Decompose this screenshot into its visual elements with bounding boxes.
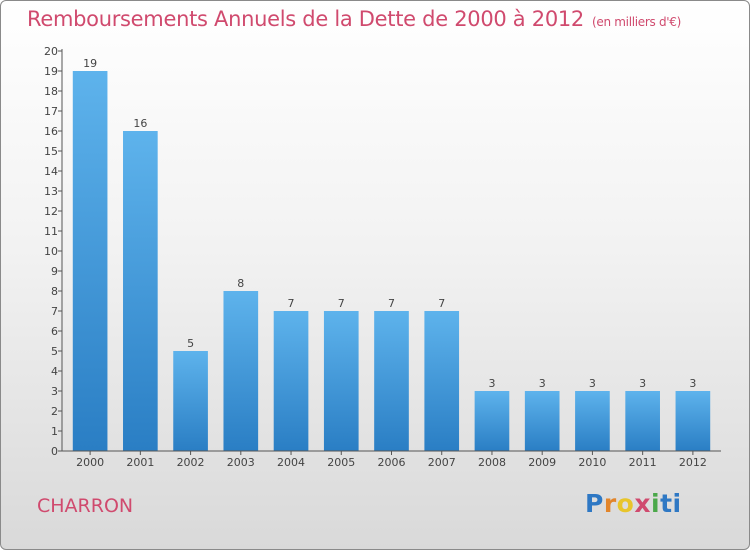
bar [173,351,208,451]
x-tick-label: 2012 [679,456,707,469]
bar [625,391,660,451]
bar-value-label: 3 [589,377,596,390]
bar [374,311,409,451]
bar [223,291,259,451]
bar-value-label: 3 [488,377,495,390]
x-tick-label: 2001 [126,456,154,469]
bar [575,391,610,451]
bar [273,311,309,451]
bar [72,71,108,451]
y-tick-label: 3 [51,385,58,398]
logo-letter: i [651,489,661,518]
logo-letter: o [616,489,635,518]
y-tick-label: 6 [51,325,58,338]
x-tick-label: 2010 [578,456,606,469]
bar-value-label: 16 [133,117,147,130]
y-tick-label: 14 [44,165,58,178]
x-tick-label: 2008 [478,456,506,469]
bar-value-label: 7 [338,297,345,310]
commune-name: CHARRON [37,495,134,517]
x-tick-label: 2006 [378,456,406,469]
y-tick-label: 17 [44,105,58,118]
y-tick-label: 9 [51,265,58,278]
x-tick-label: 2004 [277,456,305,469]
x-axis: 2000 2001 2002 2003 2004 2005 2006 2007 2008 2009… [62,450,721,469]
y-tick-label: 19 [44,65,58,78]
bar [675,391,711,451]
bar [524,391,560,451]
bar-value-label: 3 [689,377,696,390]
logo-letter: r [603,489,617,518]
x-tick-label: 2007 [428,456,456,469]
chart-subtitle: (en milliers d'€) [592,15,682,29]
y-tick-label: 7 [51,305,58,318]
bar-value-label: 8 [237,277,244,290]
y-tick-label: 10 [44,245,58,258]
y-tick-label: 18 [44,85,58,98]
bar-value-label: 7 [288,297,295,310]
y-tick-label: 16 [44,125,58,138]
x-tick-label: 2000 [76,456,104,469]
y-tick-label: 8 [51,285,58,298]
bar-series: 19 16 5 8 7 7 7 7 3 3 3 3 3 [72,57,711,451]
proxiti-logo: Proxiti [585,489,682,518]
logo-letter: x [634,489,651,518]
y-tick-label: 1 [51,425,58,438]
bar [424,311,460,451]
x-tick-label: 2002 [177,456,205,469]
y-tick-label: 20 [44,45,58,58]
y-tick-label: 4 [51,365,58,378]
y-tick-label: 15 [44,145,58,158]
bar-value-label: 7 [388,297,395,310]
chart-title-main: Remboursements Annuels de la Dette de 20… [27,7,584,31]
bar [123,131,158,451]
x-tick-label: 2011 [629,456,657,469]
logo-letter: P [585,489,604,518]
bar-value-label: 19 [83,57,97,70]
logo-letter: ti [660,489,682,518]
x-tick-label: 2003 [227,456,255,469]
y-tick-label: 11 [44,225,58,238]
y-tick-label: 5 [51,345,58,358]
bar [323,311,359,451]
y-tick-label: 2 [51,405,58,418]
bar-value-label: 3 [539,377,546,390]
bar [474,391,510,451]
y-tick-label: 13 [44,185,58,198]
x-tick-label: 2009 [528,456,556,469]
y-tick-label: 0 [51,445,58,458]
y-tick-label: 12 [44,205,58,218]
bar-value-label: 7 [438,297,445,310]
chart-title: Remboursements Annuels de la Dette de 20… [27,7,681,31]
x-tick-label: 2005 [327,456,355,469]
bar-value-label: 5 [187,337,194,350]
bar-value-label: 3 [639,377,646,390]
